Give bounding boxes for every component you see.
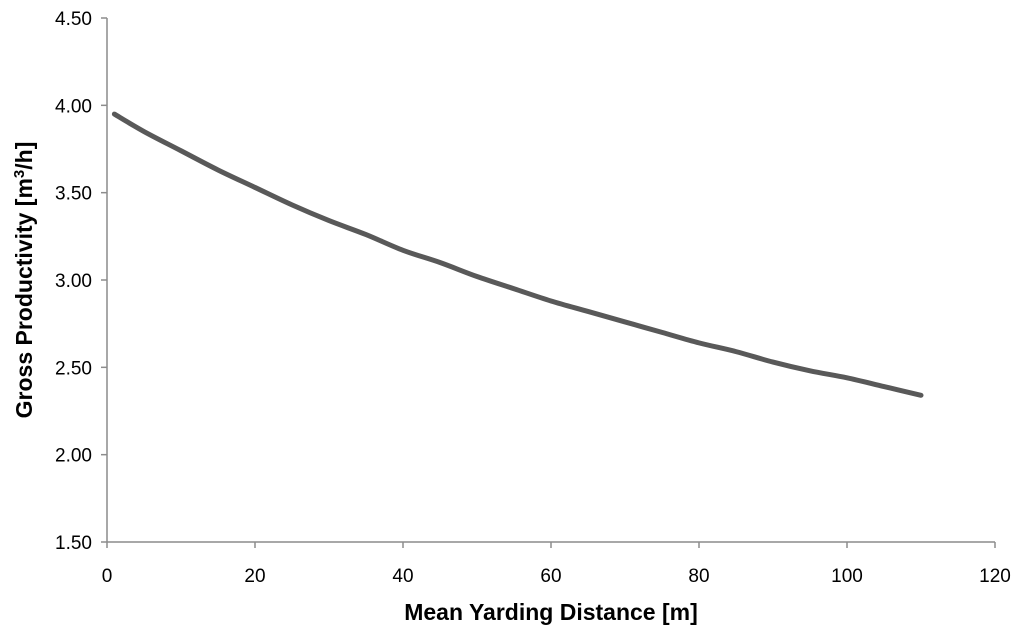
y-axis-title-main: Gross Productivity [m	[11, 178, 37, 418]
x-tick-label: 20	[244, 566, 265, 587]
y-tick-label: 3.50	[55, 184, 92, 205]
x-tick-label: 0	[102, 566, 113, 587]
x-tick-label: 40	[392, 566, 413, 587]
y-tick-label: 2.50	[55, 358, 92, 379]
x-tick-label: 100	[831, 566, 863, 587]
x-tick-label: 80	[688, 566, 709, 587]
y-tick-label: 1.50	[55, 533, 92, 554]
y-axis-title-superscript: 3	[11, 170, 28, 178]
y-axis-title-unit: /h]	[11, 142, 37, 170]
y-tick-label: 2.00	[55, 446, 92, 467]
y-axis-ticks: 1.50 2.00 2.50 3.00 3.50 4.00 4.50	[55, 9, 107, 554]
x-tick-label: 60	[540, 566, 561, 587]
x-axis-title: Mean Yarding Distance [m]	[404, 599, 698, 625]
y-tick-label: 4.50	[55, 9, 92, 30]
plot-area: 1.50 2.00 2.50 3.00 3.50 4.00 4.50 0 20 40 60 80 10…	[55, 9, 1011, 587]
y-tick-label: 4.00	[55, 96, 92, 117]
y-axis-title: Gross Productivity [m3/h]	[11, 142, 37, 419]
x-axis-ticks: 0 20 40 60 80 100 120	[102, 542, 1011, 587]
series-line-productivity	[111, 111, 924, 398]
x-tick-label: 120	[979, 566, 1011, 587]
y-tick-label: 3.00	[55, 271, 92, 292]
